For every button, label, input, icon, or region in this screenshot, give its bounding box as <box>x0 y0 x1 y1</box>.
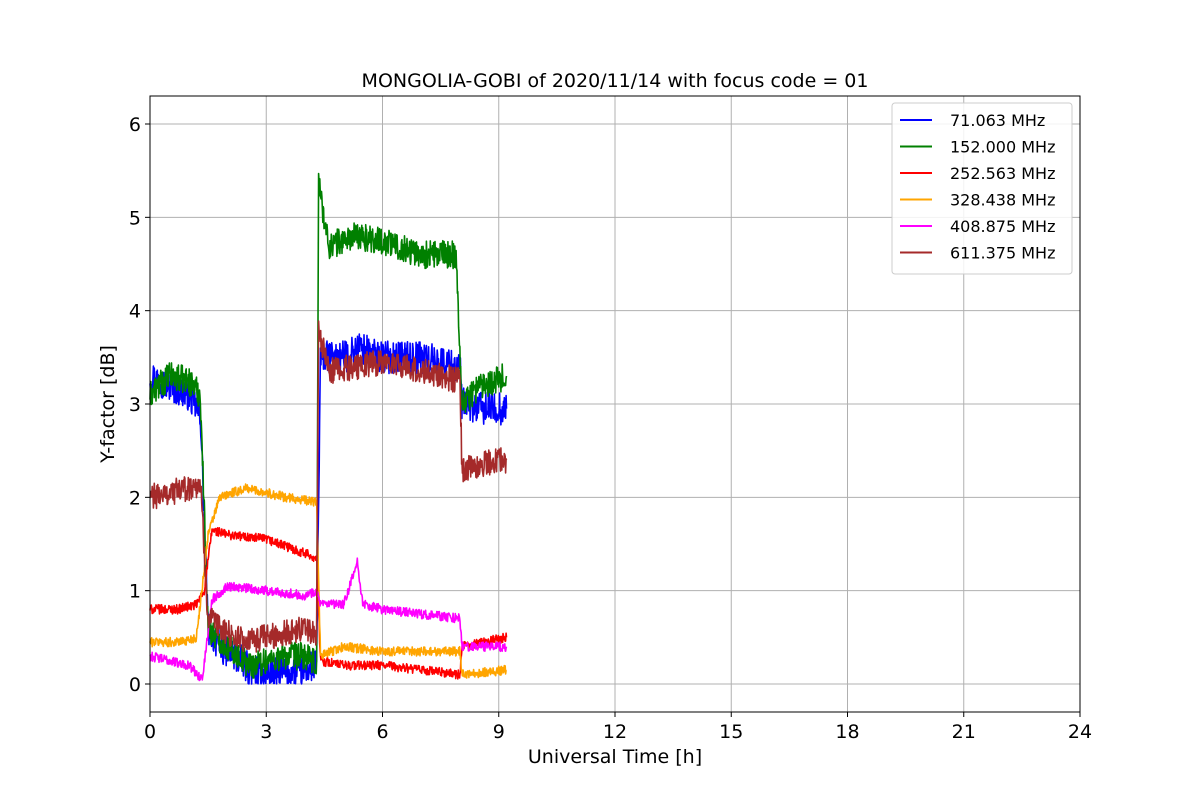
series-line-1 <box>149 172 508 679</box>
x-tick-label: 18 <box>835 721 859 743</box>
y-tick-label: 5 <box>129 207 141 229</box>
x-tick-label: 9 <box>493 721 505 743</box>
legend: 71.063 MHz 152.000 MHz 252.563 MHz 328.438 … <box>891 102 1073 275</box>
y-axis-label: Y-factor [dB] <box>97 345 119 464</box>
x-tick-label: 0 <box>144 721 156 743</box>
legend-label: 152.000 MHz <box>950 138 1055 157</box>
x-tick-label: 12 <box>603 721 627 743</box>
legend-label: 611.375 MHz <box>950 244 1055 263</box>
series-line-3 <box>149 483 507 679</box>
legend-label: 328.438 MHz <box>950 191 1055 210</box>
y-tick-label: 3 <box>129 394 141 416</box>
legend-box <box>891 102 1073 275</box>
series-layer <box>149 172 508 685</box>
chart-title: MONGOLIA-GOBI of 2020/11/14 with focus c… <box>362 70 869 92</box>
x-axis-label: Universal Time [h] <box>528 746 702 768</box>
legend-label: 408.875 MHz <box>950 217 1055 236</box>
x-tick-label: 3 <box>260 721 272 743</box>
y-tick-label: 6 <box>129 114 141 136</box>
x-tick-label: 24 <box>1068 721 1092 743</box>
legend-label: 71.063 MHz <box>950 111 1045 130</box>
x-tick-label: 15 <box>719 721 743 743</box>
y-tick-label: 2 <box>129 487 141 509</box>
x-axis: 0 3 6 9 12 15 18 21 24 <box>144 712 1092 743</box>
y-tick-label: 1 <box>129 581 141 603</box>
legend-label: 252.563 MHz <box>950 164 1055 183</box>
series-line-2 <box>149 526 508 680</box>
y-tick-label: 0 <box>129 674 141 696</box>
y-tick-label: 4 <box>129 301 141 323</box>
x-tick-label: 21 <box>952 721 976 743</box>
y-axis: 0 1 2 3 4 5 6 <box>129 114 150 696</box>
series-line-5 <box>149 320 508 653</box>
x-tick-label: 6 <box>376 721 388 743</box>
